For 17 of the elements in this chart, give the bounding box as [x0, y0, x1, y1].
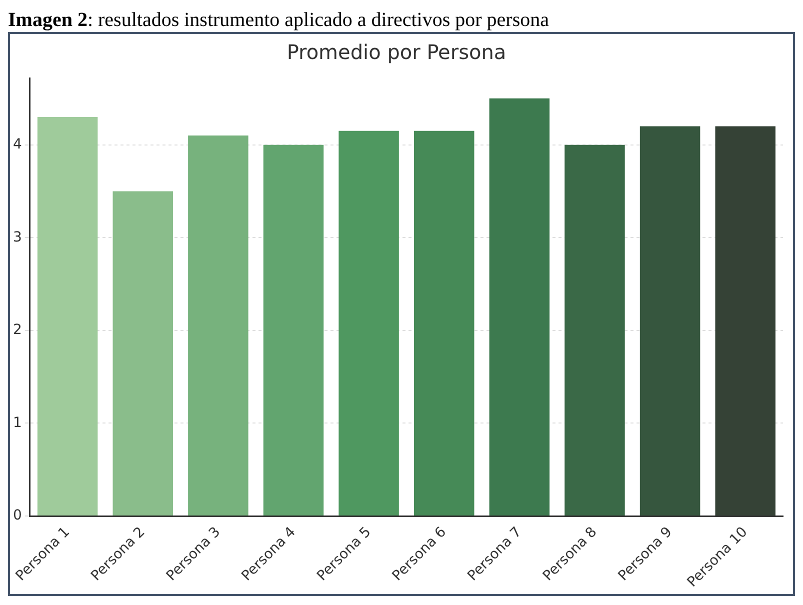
chart-title: Promedio por Persona [286, 40, 506, 64]
bar [37, 116, 98, 516]
y-tick-label: 3 [12, 229, 22, 246]
bar [489, 98, 550, 516]
bar [263, 144, 324, 516]
bar [338, 130, 399, 516]
bar [640, 126, 700, 516]
text: Imagen 2: resultados instrumento aplicado a directivos por persona [8, 8, 550, 32]
bar [564, 144, 625, 516]
y-tick-label: 2 [12, 322, 22, 338]
y-tick-label: 0 [12, 508, 22, 524]
bar [414, 130, 474, 516]
bar [188, 136, 248, 516]
bar [112, 191, 173, 516]
bar [715, 126, 776, 516]
y-tick-label: 4 [12, 136, 22, 152]
y-tick-label: 1 [12, 414, 22, 431]
